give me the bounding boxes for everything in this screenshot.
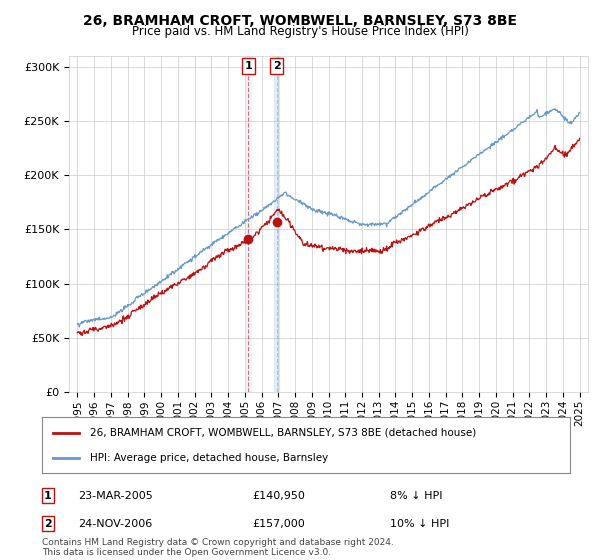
Text: 2: 2 xyxy=(44,519,52,529)
Text: 26, BRAMHAM CROFT, WOMBWELL, BARNSLEY, S73 8BE: 26, BRAMHAM CROFT, WOMBWELL, BARNSLEY, S… xyxy=(83,14,517,28)
Text: £140,950: £140,950 xyxy=(252,491,305,501)
Text: Contains HM Land Registry data © Crown copyright and database right 2024.
This d: Contains HM Land Registry data © Crown c… xyxy=(42,538,394,557)
Text: 26, BRAMHAM CROFT, WOMBWELL, BARNSLEY, S73 8BE (detached house): 26, BRAMHAM CROFT, WOMBWELL, BARNSLEY, S… xyxy=(89,428,476,438)
Bar xyxy=(274,56,279,392)
Text: 23-MAR-2005: 23-MAR-2005 xyxy=(78,491,153,501)
Text: 24-NOV-2006: 24-NOV-2006 xyxy=(78,519,152,529)
Text: 1: 1 xyxy=(245,61,253,71)
Text: Price paid vs. HM Land Registry's House Price Index (HPI): Price paid vs. HM Land Registry's House … xyxy=(131,25,469,38)
Text: 8% ↓ HPI: 8% ↓ HPI xyxy=(390,491,443,501)
Text: 1: 1 xyxy=(44,491,52,501)
Text: 2: 2 xyxy=(273,61,280,71)
Text: £157,000: £157,000 xyxy=(252,519,305,529)
Bar xyxy=(246,56,251,392)
Text: HPI: Average price, detached house, Barnsley: HPI: Average price, detached house, Barn… xyxy=(89,452,328,463)
Text: 10% ↓ HPI: 10% ↓ HPI xyxy=(390,519,449,529)
